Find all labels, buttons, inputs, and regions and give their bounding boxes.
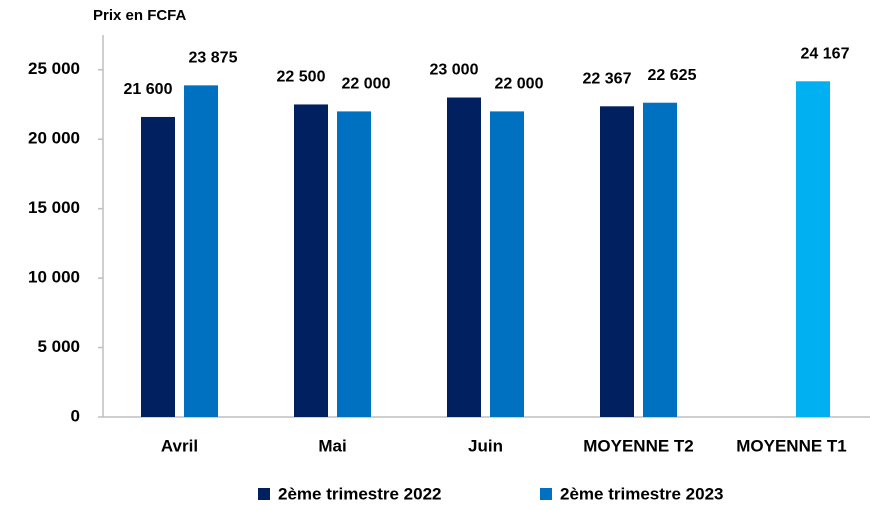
x-tick-label: MOYENNE T2 bbox=[583, 436, 694, 455]
data-label: 23 875 bbox=[189, 50, 238, 67]
legend-label: 2ème trimestre 2022 bbox=[278, 484, 442, 503]
data-label: 22 367 bbox=[583, 71, 632, 88]
legend-label: 2ème trimestre 2023 bbox=[560, 484, 724, 503]
bar bbox=[337, 111, 371, 418]
y-tick-label: 10 000 bbox=[28, 268, 80, 287]
data-label: 24 167 bbox=[801, 46, 850, 63]
bar bbox=[294, 104, 328, 418]
data-label: 22 000 bbox=[342, 76, 391, 93]
y-tick-label: 5 000 bbox=[37, 337, 80, 356]
data-label: 22 625 bbox=[648, 67, 697, 84]
x-tick-label: MOYENNE T1 bbox=[736, 436, 847, 455]
data-label: 21 600 bbox=[124, 81, 173, 98]
legend-swatch bbox=[258, 488, 270, 500]
bar bbox=[184, 85, 218, 417]
data-label: 22 500 bbox=[277, 69, 326, 86]
data-label: 23 000 bbox=[430, 62, 479, 79]
x-tick-label: Mai bbox=[318, 436, 346, 455]
chart-title: Prix en FCFA bbox=[93, 7, 187, 24]
bar bbox=[141, 116, 175, 417]
x-tick-label: Avril bbox=[161, 436, 198, 455]
bar bbox=[490, 111, 524, 418]
bar bbox=[600, 106, 634, 418]
x-tick-label: Juin bbox=[468, 436, 503, 455]
y-tick-label: 20 000 bbox=[28, 129, 80, 148]
bar bbox=[796, 81, 830, 417]
y-tick-label: 15 000 bbox=[28, 198, 80, 217]
data-label: 22 000 bbox=[495, 76, 544, 93]
y-tick-label: 25 000 bbox=[28, 59, 80, 78]
y-tick-label: 0 bbox=[71, 406, 80, 425]
bar bbox=[447, 97, 481, 417]
legend-swatch bbox=[540, 488, 552, 500]
bar bbox=[643, 102, 677, 417]
